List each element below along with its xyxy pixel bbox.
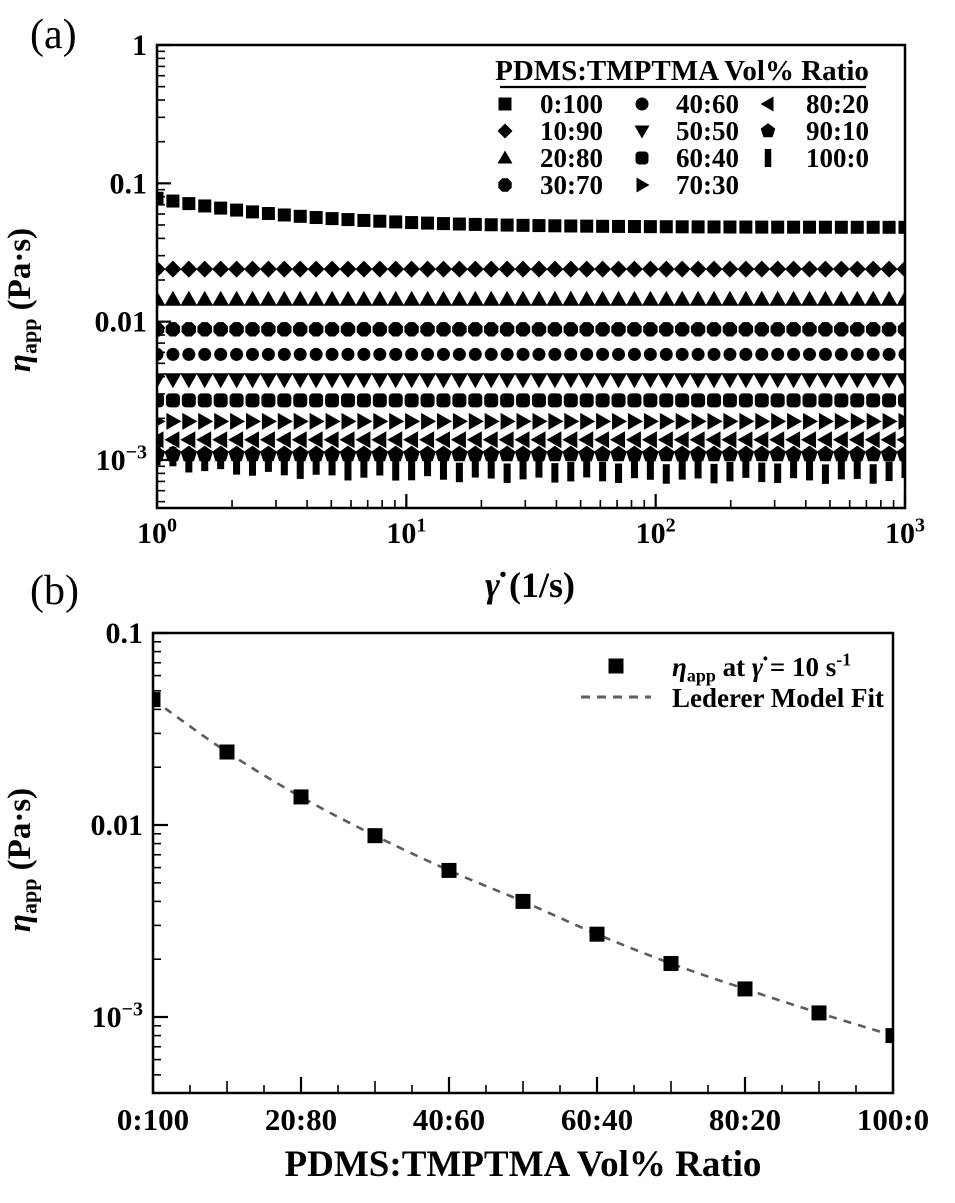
legend-item-10:90: 10:90 bbox=[497, 116, 603, 146]
panel-a-ytick-label: 10−3 bbox=[96, 442, 147, 477]
lederer-fit-line bbox=[153, 698, 893, 1037]
panel-b-point-10:90 bbox=[219, 744, 235, 760]
series-60:40 bbox=[157, 393, 905, 408]
panel-b-ylabel: ηapp (Pa·s) bbox=[2, 788, 42, 932]
panel-b-ytick-label: 10−3 bbox=[92, 999, 143, 1034]
series-0:100 bbox=[157, 191, 905, 234]
legend-item-label: 100:0 bbox=[806, 143, 869, 173]
legend-item-label: 90:10 bbox=[806, 116, 869, 146]
panel-a-xtick-label: 100 bbox=[137, 515, 177, 550]
panel-b-ytick-label: 0.1 bbox=[106, 617, 144, 650]
legend-item-0:100: 0:100 bbox=[498, 89, 603, 119]
series-100:0 bbox=[157, 445, 905, 484]
panel-a-xtick-label: 103 bbox=[885, 515, 925, 550]
legend-item-label: 80:20 bbox=[806, 89, 869, 119]
panel-a-xtick-label: 101 bbox=[386, 515, 426, 550]
legend-item-40:60: 40:60 bbox=[635, 89, 739, 119]
panel-b-xtick-label: 0:100 bbox=[117, 1102, 189, 1137]
series-40:60 bbox=[157, 347, 905, 361]
series-30:70 bbox=[157, 322, 905, 337]
panel-b-axes: 0.1 0.01 10−3 0:100 20:80 40:60 60:40 80:20 100:… bbox=[91, 617, 930, 1137]
legend-item-80:20: 80:20 bbox=[760, 89, 869, 119]
panel-a-series bbox=[157, 191, 905, 484]
panel-a-ylabel: ηapp (Pa·s) bbox=[2, 228, 42, 372]
panel-a-label: (a) bbox=[30, 12, 77, 58]
panel-b-point-100:0 bbox=[885, 1028, 893, 1044]
panel-b-legend-fit-label: Lederer Model Fit bbox=[672, 683, 884, 713]
panel-b-point-30:70 bbox=[367, 828, 383, 844]
panel-b-point-40:60 bbox=[441, 862, 457, 878]
panel-b-point-50:50 bbox=[515, 893, 531, 909]
panel-a-ytick-label: 1 bbox=[132, 29, 147, 62]
panel-a-legend: PDMS:TMPTMA Vol% Ratio0:10010:9020:8030:… bbox=[495, 55, 869, 200]
panel-b-xtick-label: 40:60 bbox=[413, 1102, 485, 1137]
legend-item-30:70: 30:70 bbox=[498, 170, 603, 200]
panel-b-ytick-label: 0.01 bbox=[91, 809, 144, 842]
panel-b-point-20:80 bbox=[293, 789, 309, 805]
panel-a-xlabel: γ̇ (1/s) bbox=[485, 565, 575, 605]
panel-b-xtick-label: 60:40 bbox=[561, 1102, 633, 1137]
legend-item-60:40: 60:40 bbox=[635, 143, 739, 173]
legend-item-label: 10:90 bbox=[540, 116, 603, 146]
panel-a-ytick-label: 0.1 bbox=[110, 167, 148, 200]
panel-a-legend-title: PDMS:TMPTMA Vol% Ratio bbox=[495, 55, 869, 87]
series-80:20 bbox=[157, 431, 905, 449]
legend-item-label: 40:60 bbox=[676, 89, 739, 119]
panel-b-legend-series-label: ηapp at γ̇ = 10 s-1 bbox=[672, 650, 851, 686]
panel-b-point-60:40 bbox=[589, 926, 605, 942]
panel-b-point-90:10 bbox=[811, 1005, 827, 1021]
panel-b-label: (b) bbox=[30, 568, 79, 614]
legend-item-label: 0:100 bbox=[540, 89, 603, 119]
legend-item-label: 70:30 bbox=[676, 170, 739, 200]
legend-item-label: 30:70 bbox=[540, 170, 603, 200]
series-10:90 bbox=[157, 260, 905, 278]
series-20:80 bbox=[157, 290, 905, 306]
series-50:50 bbox=[157, 373, 905, 389]
legend-item-90:10: 90:10 bbox=[760, 116, 869, 146]
legend-item-label: 60:40 bbox=[676, 143, 739, 173]
panel-b-xlabel: PDMS:TMPTMA Vol% Ratio bbox=[285, 1144, 762, 1185]
panel-a-axes: 1 0.1 0.01 10−3 100 101 102 103 bbox=[95, 29, 926, 550]
panel-a-xtick-label: 102 bbox=[636, 515, 676, 550]
series-70:30 bbox=[157, 412, 905, 430]
legend-item-label: 20:80 bbox=[540, 143, 603, 173]
panel-b-xtick-label: 80:20 bbox=[709, 1102, 781, 1137]
panel-b-xtick-label: 20:80 bbox=[265, 1102, 337, 1137]
legend-item-70:30: 70:30 bbox=[636, 170, 739, 200]
panel-b-point-80:20 bbox=[737, 981, 753, 997]
panel-b-point-70:30 bbox=[663, 955, 679, 971]
legend-item-100:0: 100:0 bbox=[764, 143, 869, 173]
legend-item-20:80: 20:80 bbox=[497, 143, 603, 173]
legend-item-label: 50:50 bbox=[676, 116, 739, 146]
panel-a-ytick-label: 0.01 bbox=[95, 306, 148, 339]
panel-b-data bbox=[153, 692, 893, 1044]
panel-b-point-0:100 bbox=[153, 692, 161, 708]
series-90:10 bbox=[157, 445, 905, 462]
legend-item-50:50: 50:50 bbox=[634, 116, 739, 146]
panel-b-xtick-label: 100:0 bbox=[857, 1102, 929, 1137]
